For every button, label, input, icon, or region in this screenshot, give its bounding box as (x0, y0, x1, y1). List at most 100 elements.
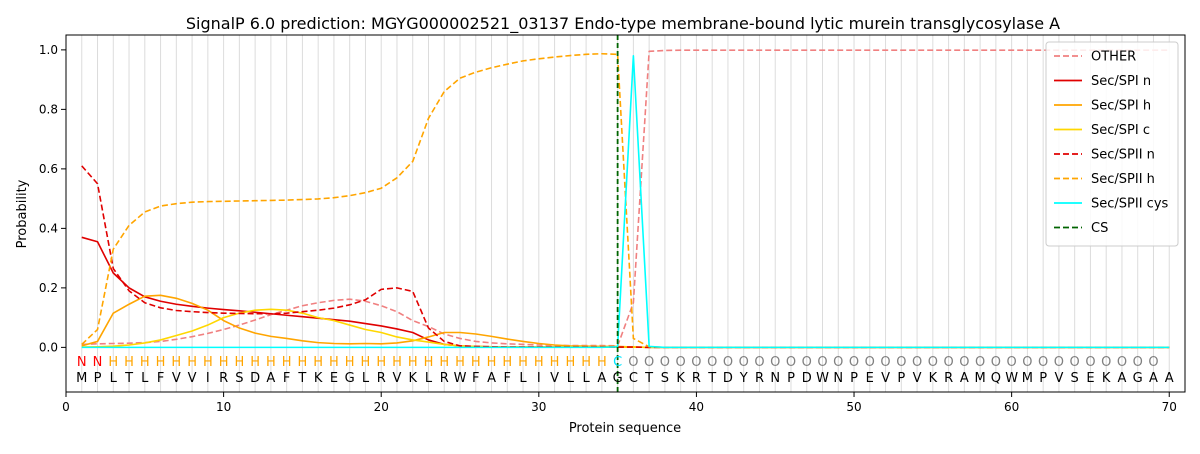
region-label: H (282, 355, 292, 370)
region-label: H (298, 355, 308, 370)
region-label: H (550, 355, 560, 370)
residue-letter: Y (739, 371, 748, 386)
series-line-sec-spi-n (81, 236, 1170, 349)
residue-letter: V (1054, 371, 1063, 386)
region-label: H (455, 355, 465, 370)
region-label: O (849, 355, 859, 370)
residue-letter: F (472, 371, 479, 386)
region-label: O (691, 355, 701, 370)
y-tick-label: 0.2 (39, 281, 58, 295)
y-tick-label: 0.4 (39, 221, 58, 235)
residue-letter: L (110, 371, 118, 386)
region-label: O (1054, 355, 1064, 370)
residue-letter: G (1133, 371, 1143, 386)
residue-letter: K (1102, 371, 1111, 386)
residue-letter: F (504, 371, 511, 386)
region-label: H (124, 355, 134, 370)
residue-letter: K (408, 371, 417, 386)
region-label: O (912, 355, 922, 370)
residue-letter: I (206, 371, 210, 386)
residue-letter: P (897, 371, 905, 386)
region-label: H (266, 355, 276, 370)
residue-letter: F (283, 371, 290, 386)
residue-letter: K (314, 371, 323, 386)
region-label: H (424, 355, 434, 370)
residue-letter: P (94, 371, 102, 386)
region-label: H (140, 355, 150, 370)
region-label: H (471, 355, 481, 370)
region-label: H (361, 355, 371, 370)
legend-label: Sec/SPII n (1091, 148, 1155, 163)
region-label: H (518, 355, 528, 370)
residue-letter: L (425, 371, 433, 386)
x-tick-label: 20 (374, 400, 389, 414)
residue-letter: E (866, 371, 874, 386)
region-label: H (487, 355, 497, 370)
residue-letter: C (629, 371, 638, 386)
plot-frame (65, 34, 1186, 393)
chart-title: SignalP 6.0 prediction: MGYG000002521_03… (186, 14, 1060, 34)
residue-letter: V (393, 371, 402, 386)
residue-letter: S (235, 371, 243, 386)
residue-letter: P (1039, 371, 1047, 386)
residue-letter: R (692, 371, 701, 386)
region-label: H (156, 355, 166, 370)
region-label: H (439, 355, 449, 370)
residue-letter: R (755, 371, 764, 386)
region-label: H (329, 355, 339, 370)
residue-letter: D (802, 371, 812, 386)
region-label: O (959, 355, 969, 370)
region-label: H (345, 355, 355, 370)
residue-letter: R (377, 371, 386, 386)
residue-letter: D (250, 371, 260, 386)
region-label: O (644, 355, 654, 370)
region-label: H (581, 355, 591, 370)
residue-letter: E (1086, 371, 1094, 386)
x-tick-label: 50 (846, 400, 861, 414)
x-tick-label: 70 (1162, 400, 1177, 414)
region-label: H (534, 355, 544, 370)
region-label: H (234, 355, 244, 370)
region-label: O (739, 355, 749, 370)
residue-letter: R (944, 371, 953, 386)
y-tick-label: 1.0 (39, 43, 58, 57)
region-label: O (707, 355, 717, 370)
legend: OTHER Sec/SPI n Sec/SPI h Sec/SPI c Sec/SPII… (1045, 41, 1179, 247)
region-label: O (1101, 355, 1111, 370)
region-label: H (171, 355, 181, 370)
region-label: O (802, 355, 812, 370)
residue-letter: W (816, 371, 829, 386)
region-label: O (676, 355, 686, 370)
residue-letter: K (676, 371, 685, 386)
residue-letter: A (1149, 371, 1158, 386)
region-label: O (943, 355, 953, 370)
region-label: O (786, 355, 796, 370)
residue-letter: V (172, 371, 181, 386)
residue-letter: P (787, 371, 795, 386)
region-label: O (833, 355, 843, 370)
region-label: C (613, 355, 622, 370)
residue-letter: T (124, 371, 133, 386)
residue-letter: A (597, 371, 606, 386)
region-label: O (896, 355, 906, 370)
region-label: O (770, 355, 780, 370)
region-label: O (754, 355, 764, 370)
residue-letter: V (188, 371, 197, 386)
residue-letter: N (770, 371, 780, 386)
region-label: H (502, 355, 512, 370)
region-label: O (1038, 355, 1048, 370)
region-label: O (723, 355, 733, 370)
region-label: N (77, 355, 87, 370)
residue-letter: G (613, 371, 623, 386)
residue-letter: R (440, 371, 449, 386)
region-label: H (203, 355, 213, 370)
region-label: H (313, 355, 323, 370)
residue-letter: A (960, 371, 969, 386)
region-label: O (975, 355, 985, 370)
residue-letter: M (1022, 371, 1033, 386)
region-label: N (93, 355, 103, 370)
residue-letter: A (1118, 371, 1127, 386)
legend-label: Sec/SPI n (1091, 74, 1151, 89)
